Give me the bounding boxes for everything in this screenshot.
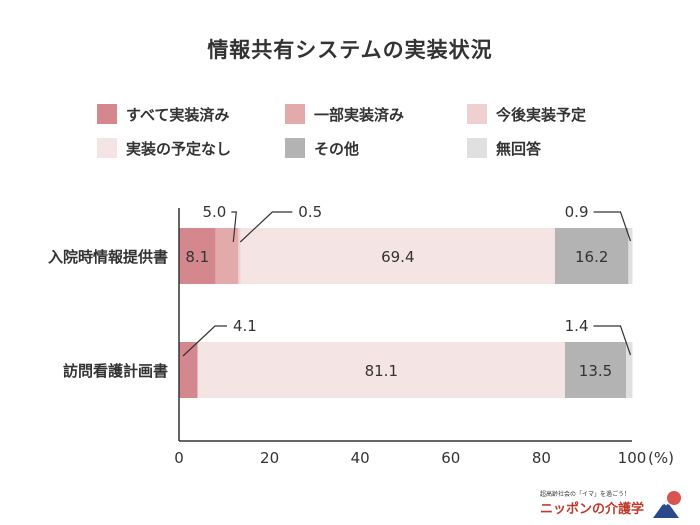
data-label: 1.4	[565, 317, 589, 335]
legend-item: 無回答	[467, 138, 541, 158]
bar-segment	[238, 228, 241, 284]
data-label: 0.9	[565, 203, 589, 221]
data-label: 69.4	[381, 248, 414, 266]
legend-label: 今後実装予定	[496, 105, 587, 124]
legend-item: 今後実装予定	[467, 104, 586, 124]
chart-title: 情報共有システムの実装状況	[207, 38, 493, 62]
legend-swatch	[285, 138, 305, 158]
legend-label: 一部実装済み	[314, 105, 405, 124]
bar-segment	[554, 228, 629, 284]
logo-name: ニッポンの介護学	[540, 502, 645, 517]
callout-leader	[239, 211, 293, 243]
x-tick-label: 60	[441, 449, 460, 467]
data-label: 81.1	[365, 362, 398, 380]
mount-fuji-icon	[653, 491, 681, 518]
category-label: 訪問看護計画書	[63, 362, 168, 380]
data-label: 16.2	[575, 248, 608, 266]
callout-leader	[231, 211, 237, 243]
data-label: 4.1	[233, 317, 257, 335]
legend-item: 一部実装済み	[285, 104, 404, 124]
x-tick-label: 0	[174, 449, 184, 467]
legend-swatch	[97, 138, 117, 158]
callout-leader	[593, 211, 632, 242]
x-tick-label: 40	[351, 449, 370, 467]
x-axis-unit: (%)	[648, 449, 674, 467]
x-tick-label: 80	[532, 449, 551, 467]
bar-segment	[626, 342, 633, 398]
bar-segment	[215, 228, 239, 284]
legend-label: その他	[314, 139, 360, 158]
bar-segment	[240, 228, 555, 284]
legend-item: その他	[285, 138, 359, 158]
x-tick-label: 20	[260, 449, 279, 467]
callout-leader	[182, 325, 227, 357]
brand-logo: 超高齢社会の「イマ」を過ごう！ ニッポンの介護学	[540, 489, 690, 519]
bar-segment	[564, 342, 627, 398]
legend-label: 実装の予定なし	[126, 139, 232, 158]
bar-segment	[197, 342, 565, 398]
legend-swatch	[467, 138, 487, 158]
logo-tagline: 超高齢社会の「イマ」を過ごう！	[540, 491, 631, 498]
x-tick-label: 100	[618, 449, 647, 467]
legend-item: 実装の予定なし	[97, 138, 231, 158]
data-label: 13.5	[579, 362, 612, 380]
data-label: 8.1	[185, 248, 209, 266]
legend-swatch	[285, 104, 305, 124]
bar-segment	[628, 228, 633, 284]
legend-swatch	[467, 104, 487, 124]
category-label: 入院時情報提供書	[48, 248, 168, 266]
legend-label: 無回答	[496, 139, 542, 158]
data-label: 5.0	[202, 203, 226, 221]
callout-leader	[593, 325, 632, 356]
bar-segment	[179, 228, 216, 284]
data-label: 0.5	[298, 203, 322, 221]
legend-item: すべて実装済み	[97, 104, 229, 124]
legend-swatch	[97, 104, 117, 124]
legend-label: すべて実装済み	[126, 105, 230, 124]
